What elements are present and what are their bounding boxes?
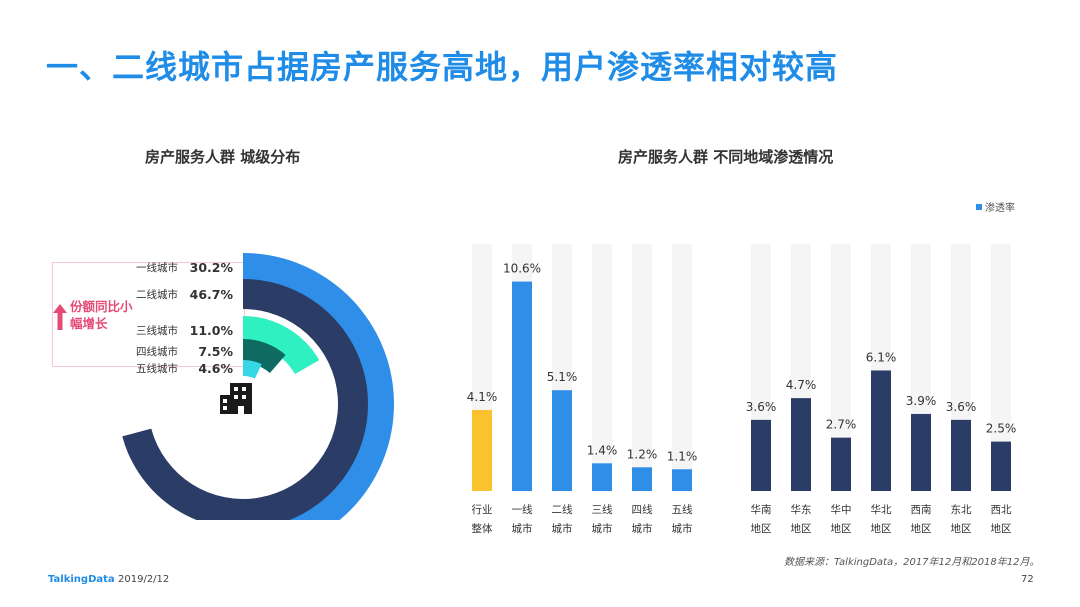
bar-category-label: 地区 [751, 522, 772, 535]
bar [791, 398, 811, 491]
bar-category-label: 城市 [632, 522, 653, 535]
left-chart-title: 房产服务人群 城级分布 [145, 148, 301, 166]
bar [552, 390, 572, 491]
bar-track [991, 244, 1011, 491]
bar-category-label: 一线 [512, 503, 533, 516]
legend-swatch [976, 203, 982, 210]
bar-value-label: 2.7% [826, 418, 857, 432]
bar-value-label: 10.6% [503, 262, 541, 276]
bar-category-label: 地区 [911, 522, 932, 535]
bar-category-label: 华中 [831, 503, 852, 516]
bar-track [632, 244, 652, 491]
radial-bar-4 [243, 339, 286, 374]
bar-category-label: 华东 [791, 503, 812, 516]
radial-category-label: 一线城市 [136, 261, 178, 274]
bar-category-label: 华南 [751, 503, 772, 516]
page-title: 一、二线城市占据房产服务高地，用户渗透率相对较高 [46, 48, 839, 86]
bar [632, 467, 652, 491]
bar-value-label: 3.6% [746, 400, 777, 414]
bar-value-label: 1.2% [627, 447, 658, 461]
bar-category-label: 西北 [991, 504, 1012, 516]
bar-category-label: 城市 [512, 522, 533, 535]
bar-track [592, 244, 612, 491]
bar [672, 469, 692, 491]
bar-track [672, 244, 692, 491]
bar-category-label: 城市 [672, 522, 693, 535]
bar-category-label: 地区 [791, 522, 812, 535]
bar-category-label: 地区 [831, 522, 852, 535]
radial-value-label: 46.7% [190, 287, 234, 302]
chart-legend: 渗透率 [976, 199, 1015, 214]
bar-category-label: 地区 [991, 522, 1012, 535]
page-number: 72 [1021, 574, 1034, 585]
bar [991, 441, 1011, 491]
growth-callout-box [52, 262, 245, 367]
bar [871, 370, 891, 491]
bar-category-label: 整体 [472, 522, 493, 535]
growth-callout-text: 份额同比小幅增长 [70, 299, 133, 331]
bar-value-label: 1.1% [667, 449, 698, 463]
right-chart-title: 房产服务人群 不同地域渗透情况 [618, 148, 834, 166]
bar [751, 419, 771, 491]
bar-value-label: 3.9% [906, 394, 937, 408]
bar-category-label: 城市 [592, 522, 613, 535]
bar-value-label: 5.1% [547, 370, 578, 384]
bar [472, 409, 492, 491]
bar-value-label: 4.1% [467, 390, 498, 404]
radial-value-label: 11.0% [190, 323, 234, 338]
building-icon [220, 383, 252, 414]
bar-value-label: 4.7% [786, 378, 817, 392]
radial-value-label: 30.2% [190, 260, 234, 275]
radial-category-label: 三线城市 [136, 324, 178, 337]
bar-category-label: 三线 [592, 503, 613, 516]
footer-date: 2019/2/12 [118, 574, 170, 585]
up-arrow-icon [53, 304, 67, 330]
radial-bar-5 [243, 360, 262, 379]
radial-category-label: 五线城市 [136, 362, 178, 375]
bar-category-label: 二线 [552, 503, 573, 516]
bar-category-label: 华北 [871, 503, 892, 516]
radial-category-label: 四线城市 [136, 345, 178, 358]
radial-value-label: 4.6% [198, 361, 233, 376]
bar-value-label: 2.5% [986, 422, 1017, 436]
bar-category-label: 地区 [951, 522, 972, 535]
bar-category-label: 西南 [911, 503, 932, 516]
bar-category-label: 四线 [632, 503, 653, 516]
bar-value-label: 1.4% [587, 443, 618, 457]
radial-bar-chart: 一线城市 30.2% 二线城市 46.7% 三线城市 11.0% 四线城市 7.5% 五线城市 4… [122, 253, 394, 520]
bar [911, 413, 931, 491]
bar-category-label: 五线 [672, 503, 693, 516]
bar [831, 437, 851, 491]
bar-value-label: 6.1% [866, 350, 897, 364]
bar-category-label: 东北 [951, 503, 972, 516]
radial-category-label: 二线城市 [136, 288, 178, 301]
radial-value-label: 7.5% [198, 344, 233, 359]
bar-category-label: 城市 [552, 522, 573, 535]
bar-track [831, 244, 851, 491]
bar [951, 419, 971, 491]
radial-bar-3 [243, 316, 320, 375]
legend-label: 渗透率 [985, 203, 1015, 214]
bar-category-label: 行业 [472, 503, 493, 516]
data-source: 数据来源：TalkingData，2017年12月和2018年12月。 [784, 557, 1040, 568]
bar [592, 463, 612, 491]
bar-value-label: 3.6% [946, 400, 977, 414]
bar [512, 281, 532, 491]
footer-brand-logo: TalkingData [48, 574, 115, 585]
bar-category-label: 地区 [871, 522, 892, 535]
